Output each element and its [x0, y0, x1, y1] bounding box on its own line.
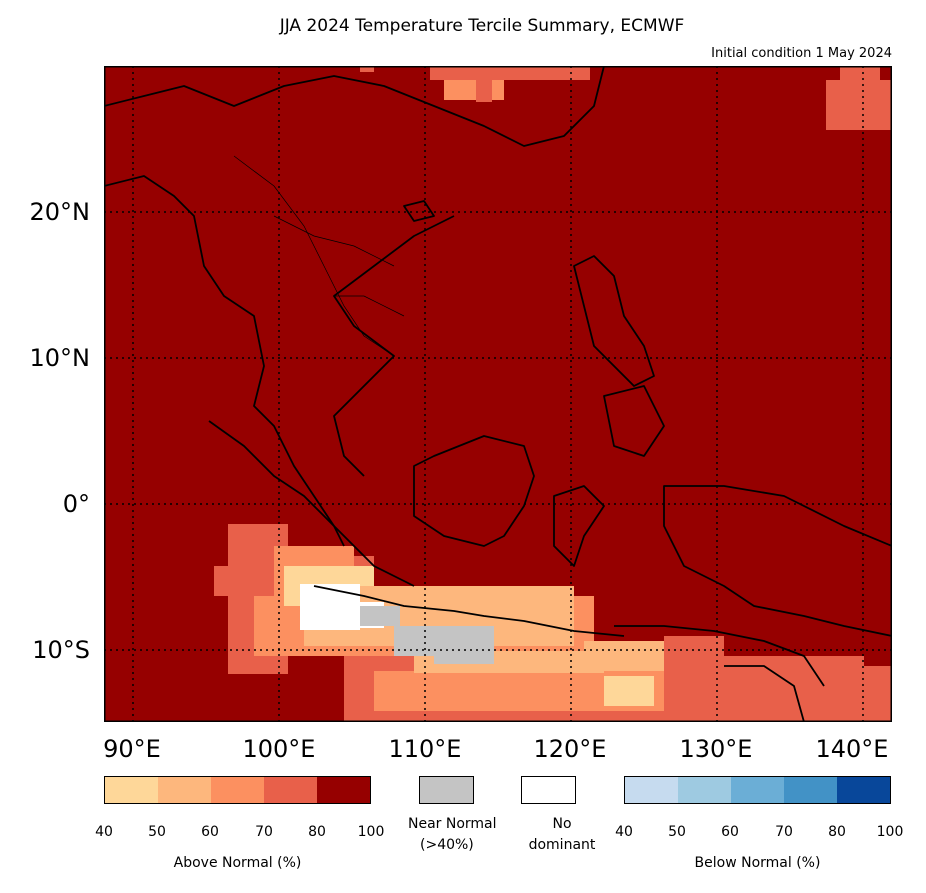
below-seg-50-60 [678, 777, 731, 803]
lon-label-90e: 90°E [103, 735, 161, 763]
north-patches [360, 66, 892, 130]
no-dominant-caption-1: No [552, 816, 572, 832]
lon-label-120e: 120°E [533, 735, 607, 763]
south-patches [214, 524, 892, 722]
forecast-map [104, 66, 892, 722]
gridlines [104, 66, 892, 722]
map-title: JJA 2024 Temperature Tercile Summary, EC… [279, 16, 685, 36]
below-tick-80: 80 [828, 824, 846, 840]
lon-label-110e: 110°E [388, 735, 462, 763]
below-tick-60: 60 [721, 824, 739, 840]
above-seg-70-80 [264, 777, 317, 803]
above-seg-60-70 [211, 777, 264, 803]
below-tick-40: 40 [615, 824, 633, 840]
lat-label-20n: 20°N [29, 198, 91, 226]
no-dominant-swatch [521, 776, 576, 804]
below-seg-70-80 [784, 777, 837, 803]
lon-label-140e: 140°E [815, 735, 889, 763]
near-normal-swatch [419, 776, 474, 804]
map-subtitle: Initial condition 1 May 2024 [711, 46, 892, 61]
lat-label-10n: 10°N [29, 344, 91, 372]
below-seg-60-70 [731, 777, 784, 803]
map-frame [104, 66, 892, 722]
coastlines [104, 66, 892, 722]
near-normal-caption-1: Near Normal [408, 816, 497, 832]
no-dominant-caption-2: dominant [528, 837, 596, 853]
below-seg-40-50 [625, 777, 678, 803]
below-normal-caption: Below Normal (%) [694, 855, 821, 871]
lon-label-100e: 100°E [242, 735, 316, 763]
near-normal-caption-2: (>40%) [420, 837, 474, 853]
below-tick-100: 100 [876, 824, 904, 840]
lat-label-0: 0° [62, 490, 90, 518]
above-tick-60: 60 [201, 824, 219, 840]
above-tick-80: 80 [308, 824, 326, 840]
above-normal-caption: Above Normal (%) [173, 855, 302, 871]
above-tick-40: 40 [95, 824, 113, 840]
below-tick-70: 70 [775, 824, 793, 840]
borders [233, 155, 405, 357]
above-tick-70: 70 [255, 824, 273, 840]
below-tick-50: 50 [668, 824, 686, 840]
above-normal-colorbar [104, 776, 371, 804]
lon-label-130e: 130°E [679, 735, 753, 763]
lat-label-10s: 10°S [32, 636, 90, 664]
below-normal-colorbar [624, 776, 891, 804]
above-seg-50-60 [158, 777, 211, 803]
above-tick-100: 100 [357, 824, 385, 840]
above-seg-80-100 [317, 777, 370, 803]
above-tick-50: 50 [148, 824, 166, 840]
above-seg-40-50 [105, 777, 158, 803]
below-seg-80-100 [837, 777, 890, 803]
